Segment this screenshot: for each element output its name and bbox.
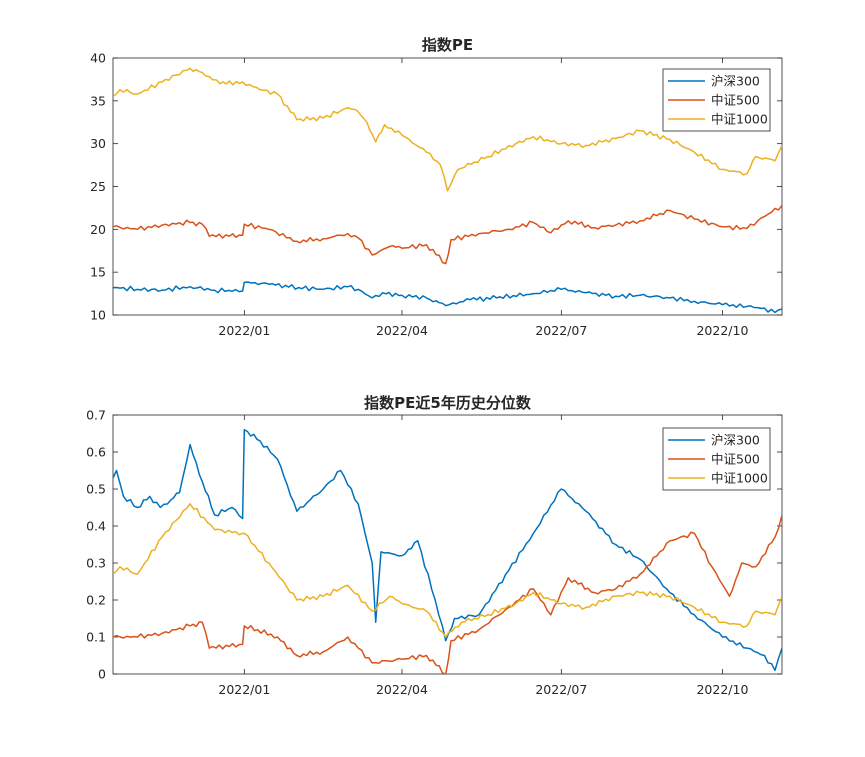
y-tick-label: 30	[90, 136, 106, 151]
legend-label: 沪深300	[711, 433, 760, 448]
pe-chart: 指数PE 10 15 20 25 30 35 40 2022/01 2022/04 2022/07…	[90, 36, 783, 338]
y-tick-label: 0.2	[86, 593, 106, 608]
y-tick-label: 40	[90, 51, 106, 66]
legend-label: 中证500	[711, 452, 760, 467]
x-tick-label: 2022/07	[535, 323, 587, 338]
series-line	[113, 67, 782, 192]
x-tick-label: 2022/10	[696, 682, 748, 697]
x-tick-label: 2022/10	[696, 323, 748, 338]
x-tick-label: 2022/01	[218, 682, 270, 697]
y-tick-label: 0.1	[86, 630, 106, 645]
y-tick-label: 0.3	[86, 556, 106, 571]
x-tick-label: 2022/04	[376, 323, 428, 338]
y-tick-label: 0.6	[86, 445, 106, 460]
series-line	[113, 503, 782, 638]
legend: 沪深300 中证500 中证1000	[662, 427, 771, 491]
y-tick-label: 0.7	[86, 408, 106, 423]
y-tick-label: 10	[90, 308, 106, 323]
y-tick-label: 0.5	[86, 482, 106, 497]
pe-percentile-chart: 指数PE近5年历史分位数 0 0.1 0.2 0.3 0.4 0.5 0.6 0.7 2022/…	[86, 394, 783, 697]
series-line	[113, 204, 782, 265]
series-line	[113, 281, 782, 314]
x-tick-label: 2022/01	[218, 323, 270, 338]
y-tick-label: 0	[98, 667, 106, 682]
legend-label: 中证1000	[711, 112, 768, 127]
series-line	[113, 514, 782, 674]
y-tick-label: 25	[90, 179, 106, 194]
y-tick-label: 0.4	[86, 519, 106, 534]
x-tick-label: 2022/04	[376, 682, 428, 697]
y-tick-label: 35	[90, 93, 106, 108]
legend: 沪深300 中证500 中证1000	[662, 68, 771, 132]
x-tick-label: 2022/07	[535, 682, 587, 697]
chart-title: 指数PE	[422, 36, 473, 54]
legend-label: 中证1000	[711, 471, 768, 486]
y-tick-label: 20	[90, 222, 106, 237]
legend-label: 中证500	[711, 93, 760, 108]
legend-label: 沪深300	[711, 74, 760, 89]
y-tick-label: 15	[90, 265, 106, 280]
series-line	[113, 429, 782, 672]
chart-title: 指数PE近5年历史分位数	[364, 394, 532, 412]
